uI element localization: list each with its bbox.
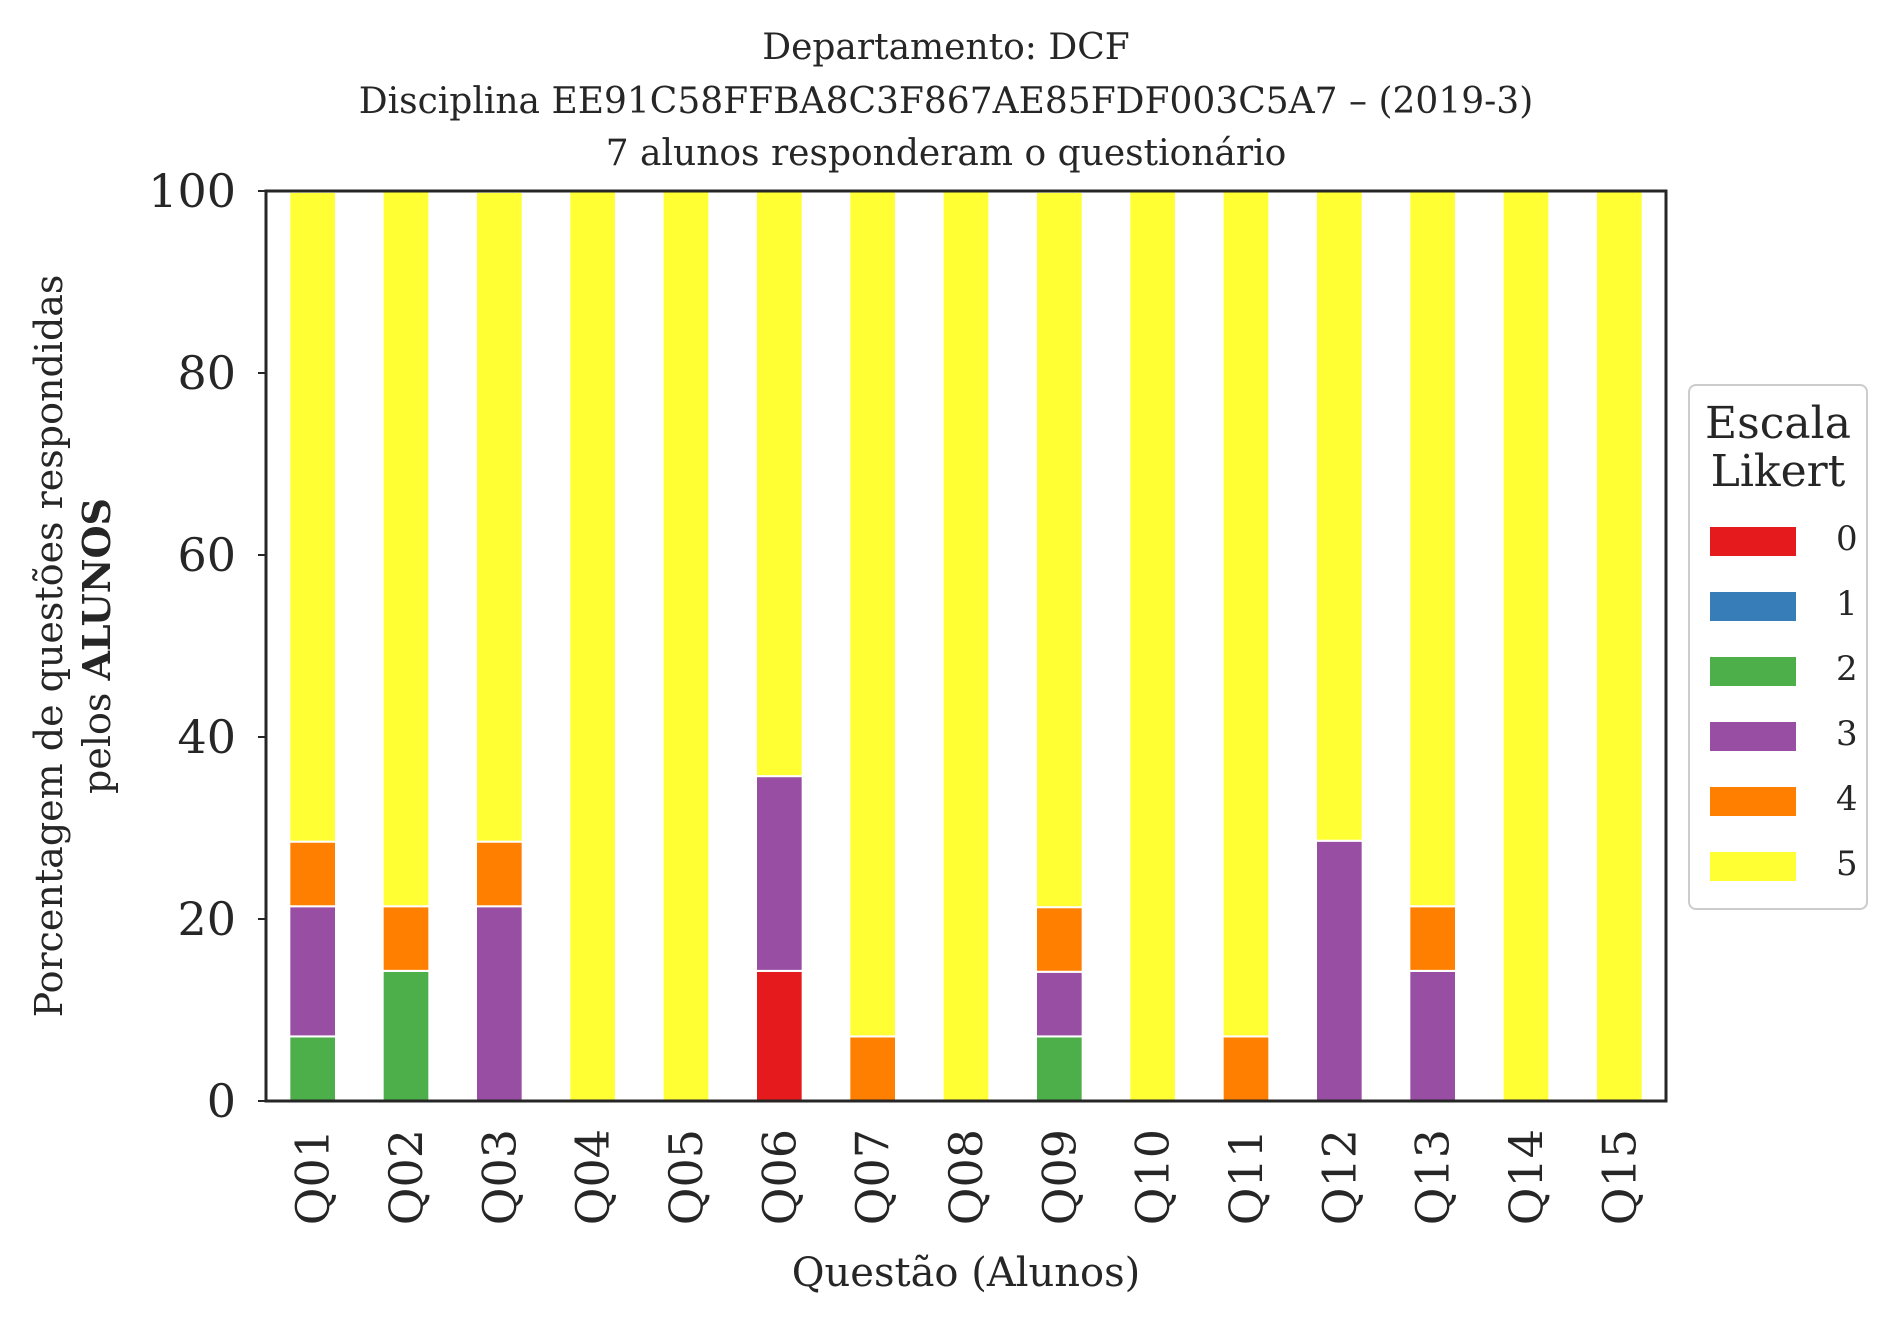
x-tick-label: Q14 [1499,1129,1553,1225]
bar-q01-likert-2 [288,1035,337,1103]
bar-q07-likert-4 [848,1035,898,1103]
bar-q11-likert-5 [1221,190,1271,1038]
bar-q08-likert-5 [941,190,991,1102]
bar-q11-likert-4 [1221,1035,1271,1103]
bar-q09-likert-4 [1035,906,1084,973]
y-axis-label-prefix: pelos [75,693,119,794]
y-tick-label: 100 [148,164,236,218]
legend-item-5: 5 [1710,844,1860,884]
title-line-respondents: 7 alunos responderam o questionário [605,133,1287,174]
y-tick-label: 0 [207,1074,236,1128]
x-tick-label: Q09 [1032,1129,1086,1225]
legend-item-4: 4 [1710,779,1860,819]
bar-q07-likert-5 [848,190,898,1038]
bar-q09-likert-2 [1035,1035,1084,1103]
legend-swatch [1710,852,1796,881]
axes-frame [264,189,1668,1103]
bar-q01-likert-5 [288,190,337,843]
bar-q12-likert-5 [1315,190,1364,842]
x-tick-label: Q13 [1406,1129,1460,1225]
legend-swatch [1710,787,1796,816]
bar-q13-likert-4 [1408,905,1457,972]
bar-q06-likert-0 [755,969,804,1102]
bar-q09-likert-5 [1035,190,1084,909]
bar-q10-likert-5 [1128,190,1177,1102]
bar-q03-likert-3 [475,905,524,1103]
y-tick-label: 40 [177,710,236,764]
bar-q14-likert-5 [1501,190,1551,1102]
legend-swatch [1710,592,1796,621]
x-tick-label: Q11 [1219,1129,1273,1225]
bar-q03-likert-5 [475,190,524,843]
legend-item-0: 0 [1710,519,1860,559]
legend-title-line2: Likert [1710,446,1846,497]
bar-q06-likert-5 [755,190,804,778]
legend-label: 5 [1836,844,1858,884]
legend-label: 4 [1836,779,1858,819]
legend-swatch [1710,657,1796,686]
x-tick-label: Q02 [379,1129,433,1225]
legend: Escala Likert 0 1 2 3 4 5 [1688,384,1868,910]
bar-q05-likert-5 [661,190,711,1102]
x-tick-label: Q05 [659,1129,713,1225]
legend-label: 1 [1836,584,1858,624]
legend-item-1: 1 [1710,584,1860,624]
title-line-department: Departamento: DCF [762,27,1130,68]
legend-item-2: 2 [1710,649,1860,689]
x-tick-label: Q01 [286,1129,340,1225]
bar-q02-likert-2 [381,969,431,1102]
y-axis-label-line2: pelos ALUNOS [74,498,119,794]
x-axis-label: Questão (Alunos) [792,1250,1141,1296]
title-line-course: Disciplina EE91C58FFBA8C3F867AE85FDF003C… [358,81,1534,122]
x-tick-label: Q15 [1592,1129,1646,1225]
bar-q02-likert-4 [381,905,431,972]
bar-q13-likert-5 [1408,190,1457,908]
y-axis-label-line1: Porcentagem de questões respondidas [27,275,71,1018]
bar-q06-likert-3 [755,775,804,972]
bar-q01-likert-3 [288,905,337,1038]
legend-label: 0 [1836,519,1858,559]
legend-label: 3 [1836,714,1858,754]
x-tick-label: Q10 [1126,1129,1180,1225]
bar-q09-likert-3 [1035,970,1084,1038]
bar-q15-likert-5 [1595,190,1644,1102]
bar-q02-likert-5 [381,190,431,908]
bar-q12-likert-3 [1315,839,1364,1102]
x-tick-label: Q08 [939,1129,993,1225]
x-tick-label: Q12 [1312,1129,1366,1225]
legend-swatch [1710,527,1796,556]
legend-label: 2 [1836,649,1858,689]
legend-item-3: 3 [1710,714,1860,754]
y-axis-label-bold: ALUNOS [74,498,119,682]
y-tick-label: 60 [177,528,236,582]
x-tick-label: Q06 [752,1129,806,1225]
x-tick-label: Q07 [846,1129,900,1225]
bar-q04-likert-5 [568,190,618,1102]
legend-title-line1: Escala [1705,398,1851,449]
legend-swatch [1710,722,1796,751]
bar-q03-likert-4 [475,840,524,908]
x-tick-label: Q03 [472,1129,526,1225]
bar-q01-likert-4 [288,840,337,908]
y-tick-label: 20 [177,892,236,946]
y-tick-label: 80 [177,346,236,400]
bar-q13-likert-3 [1408,969,1457,1102]
x-tick-label: Q04 [566,1129,620,1225]
